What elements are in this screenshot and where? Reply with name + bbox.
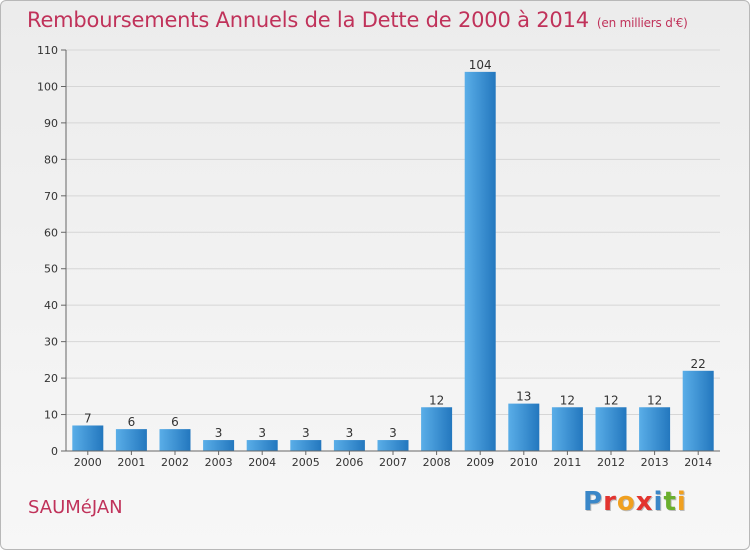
y-tick-label: 30	[44, 336, 58, 349]
bar	[115, 429, 147, 451]
commune-name: SAUMéJAN	[28, 497, 123, 518]
x-tick-label: 2004	[248, 456, 276, 469]
bar	[639, 407, 671, 451]
chart-title: Remboursements Annuels de la Dette de 20…	[27, 8, 688, 32]
bar	[290, 440, 322, 451]
data-label: 3	[389, 426, 397, 440]
bar	[159, 429, 191, 451]
data-label: 12	[647, 393, 662, 407]
bar	[333, 440, 365, 451]
bar	[203, 440, 235, 451]
data-label: 12	[560, 393, 575, 407]
x-tick-label: 2012	[597, 456, 625, 469]
y-tick-label: 80	[44, 153, 58, 166]
data-label: 3	[346, 426, 354, 440]
y-tick-label: 60	[44, 226, 58, 239]
y-tick-label: 90	[44, 117, 58, 130]
data-label: 12	[429, 393, 444, 407]
x-tick-label: 2013	[641, 456, 669, 469]
y-tick-label: 20	[44, 372, 58, 385]
data-label: 3	[258, 426, 266, 440]
bar	[377, 440, 409, 451]
bar	[464, 71, 496, 451]
data-label: 22	[691, 357, 706, 371]
bar	[682, 370, 714, 451]
y-tick-label: 40	[44, 299, 58, 312]
data-label: 104	[469, 58, 492, 72]
x-tick-label: 2014	[684, 456, 712, 469]
x-tick-label: 2003	[205, 456, 233, 469]
data-label: 12	[603, 393, 618, 407]
proxiti-logo[interactable]: Proxiti	[583, 487, 687, 517]
x-tick-label: 2009	[466, 456, 494, 469]
y-tick-label: 110	[37, 44, 58, 57]
chart-unit: (en milliers d'€)	[596, 16, 688, 30]
y-tick-label: 50	[44, 263, 58, 276]
data-label: 7	[84, 411, 92, 425]
y-tick-label: 100	[37, 80, 58, 93]
y-tick-label: 10	[44, 409, 58, 422]
y-tick-label: 0	[51, 445, 58, 458]
data-label: 3	[302, 426, 310, 440]
data-label: 3	[215, 426, 223, 440]
bar	[421, 407, 453, 451]
x-tick-label: 2011	[553, 456, 581, 469]
bar	[551, 407, 583, 451]
data-label: 13	[516, 390, 531, 404]
bar	[246, 440, 278, 451]
x-tick-label: 2000	[74, 456, 102, 469]
chart-title-text: Remboursements Annuels de la Dette de 20…	[27, 8, 589, 32]
x-tick-label: 2010	[510, 456, 538, 469]
bar	[595, 407, 627, 451]
x-tick-label: 2005	[292, 456, 320, 469]
x-tick-label: 2007	[379, 456, 407, 469]
x-tick-label: 2006	[335, 456, 363, 469]
data-label: 6	[128, 415, 136, 429]
bar	[72, 425, 104, 451]
data-label: 6	[171, 415, 179, 429]
x-tick-label: 2008	[423, 456, 451, 469]
x-tick-label: 2001	[117, 456, 145, 469]
x-tick-label: 2002	[161, 456, 189, 469]
bar	[508, 403, 540, 451]
y-tick-label: 70	[44, 190, 58, 203]
